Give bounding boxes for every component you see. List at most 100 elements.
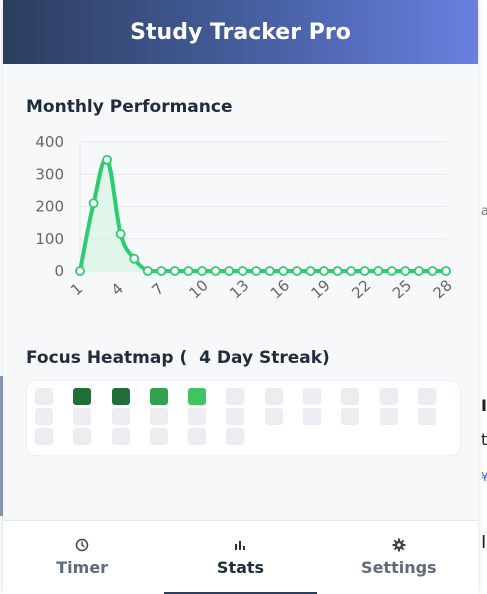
- tab-label: Settings: [361, 558, 437, 577]
- y-axis-ticks: 0 100 200 300 400: [35, 133, 64, 280]
- data-point: [102, 154, 113, 165]
- heatmap-day-cell: [264, 408, 283, 425]
- background-text-fragment: t: [481, 430, 487, 449]
- bottom-tab-bar: Timer Stats Settings: [3, 520, 478, 594]
- y-tick-label: 200: [35, 198, 64, 216]
- app-header: Study Tracker Pro: [3, 0, 478, 64]
- data-point: [400, 266, 411, 276]
- heatmap-day-cell: [149, 428, 168, 445]
- heatmap-day-cell: [188, 428, 207, 445]
- heatmap-day-cell: [226, 428, 245, 445]
- tab-stats[interactable]: Stats: [161, 521, 319, 594]
- x-tick-label: 13: [226, 276, 252, 302]
- data-point: [373, 266, 384, 276]
- x-tick-label: 4: [108, 279, 127, 299]
- heatmap-grid: [35, 388, 436, 445]
- data-point: [156, 266, 167, 276]
- data-point: [88, 198, 99, 209]
- data-point: [441, 266, 451, 276]
- heatmap-day-cell: [188, 388, 207, 405]
- y-tick-label: 300: [35, 165, 64, 183]
- background-text-fragment: I: [481, 532, 487, 553]
- data-point: [386, 266, 397, 276]
- background-text-fragment: I: [481, 396, 487, 415]
- heatmap-day-cell: [73, 408, 92, 425]
- heatmap-day-cell: [379, 388, 398, 405]
- tab-label: Timer: [56, 558, 109, 577]
- data-point: [278, 266, 289, 276]
- data-point: [264, 266, 275, 276]
- data-point: [291, 266, 302, 276]
- x-tick-label: 28: [430, 276, 453, 302]
- x-axis-ticks: 1 4 7 10 13 16 19 22 25 28: [67, 276, 453, 302]
- heatmap-day-cell: [111, 408, 130, 425]
- heatmap-day-cell: [188, 408, 207, 425]
- y-tick-label: 100: [35, 230, 64, 248]
- heatmap-title-prefix: Focus Heatmap (: [26, 348, 188, 368]
- heatmap-day-cell: [35, 428, 53, 445]
- data-point: [413, 266, 424, 276]
- gear-icon: [392, 537, 406, 553]
- data-point: [359, 266, 370, 276]
- heatmap-day-cell: [226, 408, 245, 425]
- heatmap-day-cell: [303, 408, 322, 425]
- data-point: [129, 253, 140, 264]
- x-tick-label: 10: [186, 276, 212, 302]
- y-tick-label: 0: [54, 262, 64, 280]
- focus-heatmap: [26, 380, 461, 456]
- app-title: Study Tracker Pro: [130, 19, 351, 45]
- x-tick-label: 19: [308, 276, 334, 302]
- data-point: [210, 266, 221, 276]
- series-area: [80, 159, 446, 271]
- x-tick-label: 25: [389, 276, 415, 302]
- heatmap-day-cell: [35, 388, 53, 405]
- tab-settings[interactable]: Settings: [320, 521, 478, 594]
- series-points: [75, 154, 451, 276]
- heatmap-day-cell: [35, 408, 53, 425]
- background-text-fragment: ¥: [481, 470, 487, 484]
- data-point: [169, 266, 180, 276]
- bar-chart-icon: [233, 537, 247, 553]
- x-tick-label: 22: [348, 276, 374, 302]
- series-line: [78, 157, 446, 273]
- heatmap-day-cell: [417, 388, 436, 405]
- data-point: [142, 266, 153, 276]
- heatmap-day-cell: [73, 428, 92, 445]
- heatmap-day-cell: [149, 388, 168, 405]
- heatmap-day-cell: [303, 388, 322, 405]
- tab-timer[interactable]: Timer: [3, 521, 161, 594]
- heatmap-day-cell: [379, 408, 398, 425]
- data-point: [237, 266, 248, 276]
- heatmap-day-cell: [341, 388, 360, 405]
- heatmap-day-cell: [417, 408, 436, 425]
- monthly-performance-chart: 0 100 200 300 400 1 4 7 10 13 16 19 22 25 28: [35, 133, 453, 302]
- heatmap-day-cell: [111, 388, 130, 405]
- heatmap-day-cell: [264, 388, 283, 405]
- chart-grid: [79, 141, 446, 272]
- heatmap-day-cell: [226, 388, 245, 405]
- data-point: [224, 266, 235, 276]
- data-point: [305, 266, 316, 276]
- x-tick-label: 7: [148, 279, 167, 299]
- streak-text: 4 Day Streak): [199, 348, 330, 368]
- x-tick-label: 16: [267, 276, 293, 302]
- data-point: [427, 266, 438, 276]
- background-edge: [0, 376, 3, 516]
- heatmap-day-cell: [149, 408, 168, 425]
- data-point: [251, 266, 262, 276]
- x-tick-label: 1: [67, 279, 86, 299]
- data-point: [75, 266, 85, 276]
- data-point: [332, 266, 343, 276]
- data-point: [319, 266, 329, 276]
- focus-heatmap-title: Focus Heatmap ( 4 Day Streak): [26, 348, 330, 368]
- heatmap-day-cell: [341, 408, 360, 425]
- background-text-fragment: a: [481, 204, 487, 219]
- clock-icon: [75, 537, 89, 553]
- monthly-performance-title: Monthly Performance: [26, 97, 233, 117]
- data-point: [115, 229, 126, 239]
- data-point: [197, 266, 207, 276]
- data-point: [183, 266, 194, 276]
- y-tick-label: 400: [35, 133, 64, 151]
- heatmap-day-cell: [73, 388, 92, 405]
